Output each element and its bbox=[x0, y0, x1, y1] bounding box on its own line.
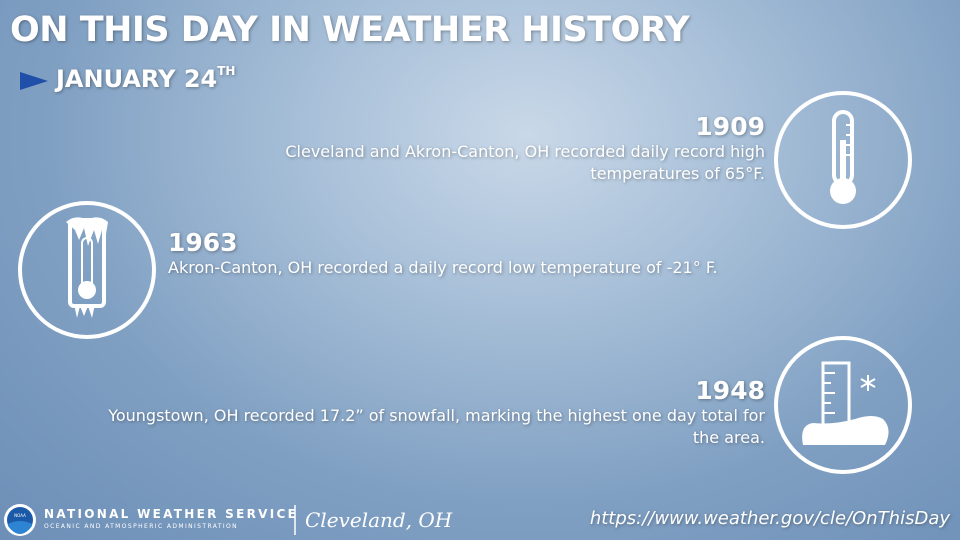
agency: NATIONAL WEATHER SERVICE bbox=[44, 507, 299, 521]
event: 1909 Cleveland and Akron-Canton, OH reco… bbox=[185, 112, 765, 185]
event: 1963 Akron-Canton, OH recorded a daily r… bbox=[168, 228, 778, 279]
thermometer-hot-icon bbox=[774, 91, 912, 229]
office: Cleveland, OH bbox=[305, 508, 453, 532]
logo-text: NOAA bbox=[14, 513, 26, 518]
event-text: Cleveland and Akron-Canton, OH recorded … bbox=[285, 142, 765, 183]
url[interactable]: https://www.weather.gov/cle/OnThisDay bbox=[589, 508, 950, 529]
event-year: 1963 bbox=[168, 228, 238, 257]
event-text: Youngstown, OH recorded 17.2” of snowfal… bbox=[108, 406, 765, 447]
snow-gauge-icon bbox=[774, 336, 912, 474]
arrow-icon bbox=[20, 72, 48, 90]
thermometer-cold-icon bbox=[18, 201, 156, 339]
event: 1948 Youngstown, OH recorded 17.2” of sn… bbox=[105, 376, 765, 449]
date: JANUARY 24TH bbox=[56, 64, 235, 93]
event-text: Akron-Canton, OH recorded a daily record… bbox=[168, 258, 718, 277]
event-year: 1909 bbox=[695, 112, 765, 141]
event-year: 1948 bbox=[695, 376, 765, 405]
title: ON THIS DAY IN WEATHER HISTORY bbox=[10, 10, 690, 50]
noaa-logo: NOAA bbox=[4, 504, 36, 536]
date-suffix: TH bbox=[217, 64, 236, 78]
date-text: JANUARY 24 bbox=[56, 65, 218, 93]
agency-sub: OCEANIC AND ATMOSPHERIC ADMINISTRATION bbox=[44, 523, 239, 530]
